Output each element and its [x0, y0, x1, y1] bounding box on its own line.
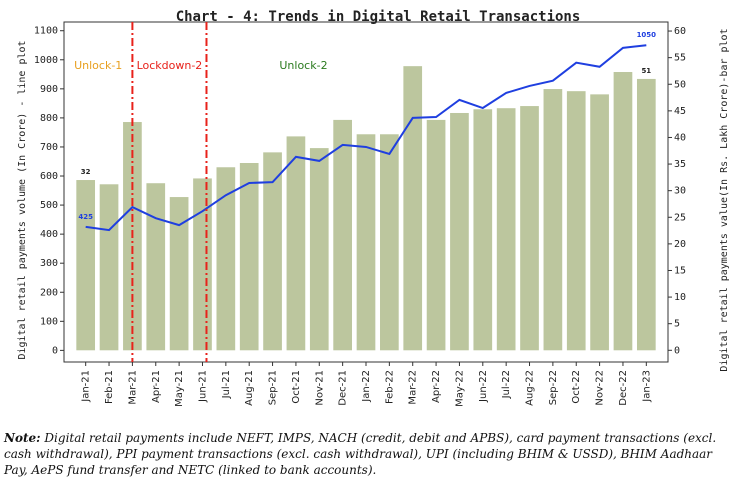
y-tick-label: 800 — [40, 113, 58, 124]
note-label: Note: — [4, 431, 41, 445]
x-tick-label: Jun-21 — [197, 370, 208, 403]
y2-tick-label: 30 — [674, 186, 686, 197]
x-tick-label: Feb-22 — [384, 370, 395, 404]
y2-tick-label: 40 — [674, 132, 686, 143]
phase-label: Unlock-1 — [74, 59, 122, 72]
y2-tick-label: 0 — [674, 345, 680, 356]
phase-label: Lockdown-2 — [137, 59, 203, 72]
x-tick-label: Jul-22 — [501, 370, 512, 399]
bar — [239, 163, 259, 351]
y2-tick-label: 45 — [674, 106, 686, 117]
bar — [193, 178, 212, 351]
bar — [566, 91, 586, 351]
line — [85, 44, 647, 232]
y-tick-label: 200 — [40, 287, 58, 298]
bar — [333, 119, 352, 351]
bar-value-label: 51 — [641, 67, 651, 75]
bar — [520, 106, 539, 351]
y-tick-label: 700 — [40, 142, 58, 153]
bar — [543, 89, 563, 351]
y2-axis-title: Digital retail payments value(In Rs. Lak… — [719, 28, 730, 371]
bar — [146, 183, 166, 351]
line-value-label: 1050 — [637, 31, 657, 39]
bar — [99, 184, 119, 351]
chart: Chart - 4: Trends in Digital Retail Tran… — [17, 9, 730, 407]
y2-tick-label: 20 — [674, 239, 686, 250]
bar — [216, 167, 236, 351]
x-tick-label: Dec-21 — [338, 370, 349, 406]
y2-tick-label: 55 — [674, 53, 686, 64]
bar — [169, 197, 189, 351]
bar — [380, 134, 399, 351]
x-tick-label: May-21 — [174, 370, 185, 407]
y-tick-label: 0 — [52, 345, 58, 356]
x-tick-label: Jul-21 — [221, 370, 232, 399]
chart-title: Chart - 4: Trends in Digital Retail Tran… — [176, 9, 581, 25]
x-tick-label: Sep-21 — [268, 370, 279, 405]
x-tick-label: Aug-21 — [244, 370, 255, 406]
x-tick-label: Sep-22 — [548, 370, 559, 405]
bar — [473, 109, 493, 351]
y-tick-label: 100 — [40, 316, 58, 327]
x-tick-label: Nov-21 — [314, 370, 325, 406]
bar — [356, 134, 376, 351]
y2-tick-label: 50 — [674, 79, 686, 90]
y-axis-title: Digital retail payments volume (In Crore… — [17, 40, 28, 359]
y2-tick-label: 25 — [674, 212, 686, 223]
line-value-label: 425 — [78, 213, 93, 221]
phase-label: Unlock-2 — [279, 59, 327, 72]
bar — [496, 108, 516, 351]
y-tick-label: 400 — [40, 229, 58, 240]
x-tick-label: Oct-22 — [571, 370, 582, 404]
bar — [403, 66, 423, 351]
note-text: Digital retail payments include NEFT, IM… — [4, 431, 717, 477]
y-tick-label: 1100 — [34, 26, 58, 37]
y-tick-label: 600 — [40, 171, 58, 182]
x-tick-label: Feb-21 — [104, 370, 115, 404]
x-tick-label: Dec-22 — [618, 370, 629, 406]
x-tick-label: Jan-22 — [361, 370, 372, 403]
y-tick-label: 1000 — [34, 55, 58, 66]
y2-tick-label: 5 — [674, 319, 680, 330]
bar — [309, 148, 329, 351]
x-tick-label: Mar-21 — [127, 370, 138, 405]
x-tick-label: May-22 — [454, 370, 465, 407]
y-tick-label: 900 — [40, 84, 58, 95]
x-tick-label: Jan-23 — [641, 370, 652, 403]
bar-value-label: 32 — [81, 168, 91, 176]
bar — [450, 112, 469, 351]
x-tick-label: Nov-22 — [595, 370, 606, 406]
bar — [76, 180, 96, 351]
y2-tick-label: 60 — [674, 26, 686, 37]
x-tick-label: Aug-22 — [525, 370, 536, 406]
bar — [426, 119, 446, 351]
y-tick-label: 500 — [40, 200, 58, 211]
x-tick-label: Mar-22 — [408, 370, 419, 405]
x-tick-label: Oct-21 — [291, 370, 302, 404]
y-tick-label: 300 — [40, 258, 58, 269]
x-tick-label: Jan-21 — [81, 370, 92, 403]
y2-tick-label: 10 — [674, 292, 686, 303]
x-tick-label: Apr-21 — [151, 370, 162, 403]
bar — [263, 152, 282, 351]
bar — [590, 94, 609, 351]
bar — [636, 78, 656, 351]
bar — [286, 136, 306, 351]
y2-tick-label: 15 — [674, 265, 686, 276]
y2-tick-label: 35 — [674, 159, 686, 170]
x-tick-label: Apr-22 — [431, 370, 442, 403]
x-tick-label: Jun-22 — [478, 370, 489, 403]
note: Note: Digital retail payments include NE… — [4, 430, 732, 478]
bar — [613, 72, 633, 351]
